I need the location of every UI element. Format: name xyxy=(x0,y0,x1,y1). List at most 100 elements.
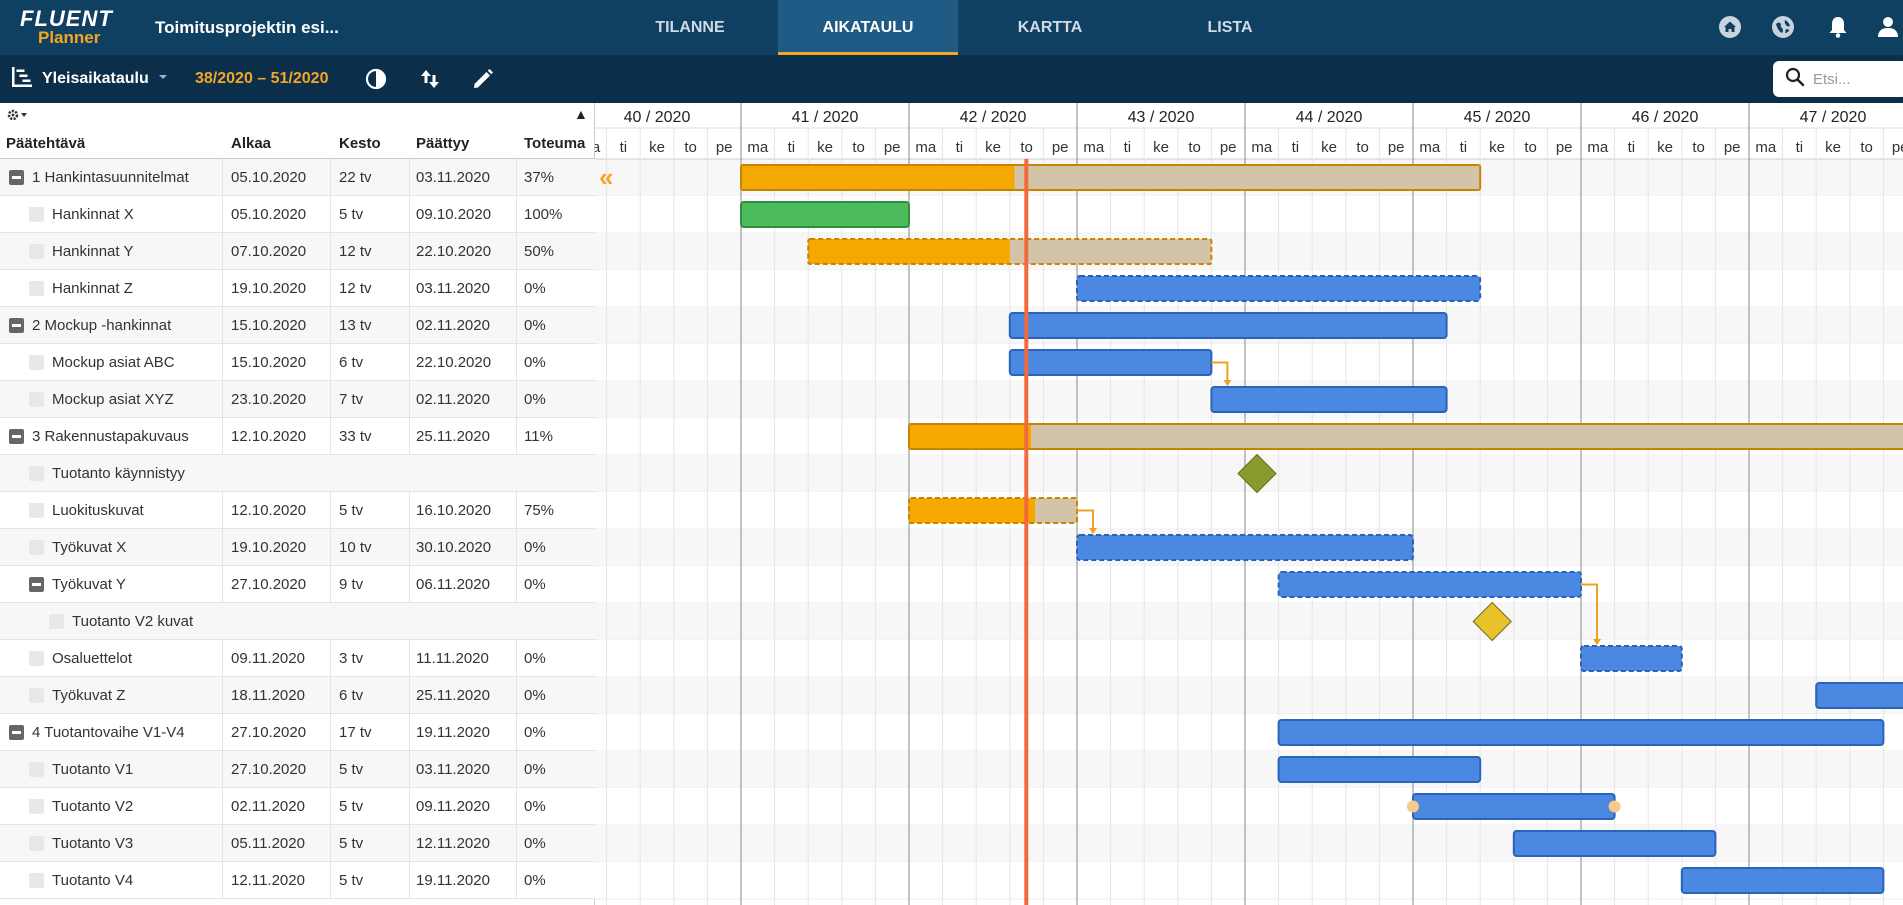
task-bar[interactable] xyxy=(1512,830,1717,857)
duration-cell[interactable]: 12 tv xyxy=(339,280,372,297)
start-cell[interactable]: 19.10.2020 xyxy=(231,280,307,297)
end-cell[interactable]: 02.11.2020 xyxy=(416,317,490,334)
milestone-diamond[interactable] xyxy=(1237,453,1277,494)
progress-cell[interactable]: 0% xyxy=(524,650,546,667)
project-title[interactable]: Toimitusprojektin esi... xyxy=(155,18,339,37)
table-row[interactable]: Tuotanto V2 02.11.2020 5 tv 09.11.2020 0% xyxy=(0,788,595,825)
start-cell[interactable]: 12.10.2020 xyxy=(231,428,307,445)
table-row[interactable]: Mockup asiat XYZ 23.10.2020 7 tv 02.11.2020… xyxy=(0,381,595,418)
task-bar-done[interactable] xyxy=(740,201,910,228)
table-row[interactable]: Hankinnat Y 07.10.2020 12 tv 22.10.2020 50% xyxy=(0,233,595,270)
progress-cell[interactable]: 0% xyxy=(524,724,546,741)
tab-aikataulu[interactable]: AIKATAULU xyxy=(778,0,958,55)
progress-cell[interactable]: 75% xyxy=(524,502,555,519)
end-cell[interactable]: 25.11.2020 xyxy=(416,428,490,445)
start-cell[interactable]: 12.11.2020 xyxy=(231,872,305,889)
progress-cell[interactable]: 0% xyxy=(524,687,546,704)
task-bar[interactable] xyxy=(1277,571,1582,598)
duration-cell[interactable]: 12 tv xyxy=(339,243,372,260)
progress-cell[interactable]: 0% xyxy=(524,576,546,593)
task-name-cell[interactable]: Työkuvat X xyxy=(52,539,127,556)
table-row[interactable]: Osaluettelot 09.11.2020 3 tv 11.11.2020 0% xyxy=(0,640,595,677)
duration-cell[interactable]: 6 tv xyxy=(339,354,364,371)
column-header-duration[interactable]: Kesto xyxy=(339,135,381,152)
table-row[interactable]: Tuotanto V3 05.11.2020 5 tv 12.11.2020 0% xyxy=(0,825,595,862)
task-name-cell[interactable]: Hankinnat Y xyxy=(52,243,134,260)
end-cell[interactable]: 06.11.2020 xyxy=(416,576,490,593)
task-bar[interactable] xyxy=(1008,312,1448,339)
collapse-icon[interactable] xyxy=(9,725,24,740)
progress-cell[interactable]: 0% xyxy=(524,317,546,334)
table-row[interactable]: Luokituskuvat 12.10.2020 5 tv 16.10.2020 75% xyxy=(0,492,595,529)
task-name-cell[interactable]: Hankinnat Z xyxy=(52,280,133,297)
settings-icon[interactable] xyxy=(7,108,29,126)
duration-cell[interactable]: 5 tv xyxy=(339,206,364,223)
user-icon[interactable] xyxy=(1876,15,1900,39)
table-row[interactable]: Hankinnat Z 19.10.2020 12 tv 03.11.2020 0% xyxy=(0,270,595,307)
column-header-start[interactable]: Alkaa xyxy=(231,135,272,152)
column-header-end[interactable]: Päättyy xyxy=(416,135,470,152)
start-cell[interactable]: 27.10.2020 xyxy=(231,761,307,778)
task-name-cell[interactable]: 3 Rakennustapakuvaus xyxy=(32,428,189,445)
task-name-cell[interactable]: Luokituskuvat xyxy=(52,502,144,519)
duration-cell[interactable]: 10 tv xyxy=(339,539,372,556)
progress-cell[interactable]: 0% xyxy=(524,280,546,297)
scroll-back-icon[interactable]: « xyxy=(599,162,613,192)
end-cell[interactable]: 02.11.2020 xyxy=(416,391,490,408)
end-cell[interactable]: 03.11.2020 xyxy=(416,169,490,186)
collapse-icon[interactable] xyxy=(29,577,44,592)
table-row[interactable]: Tuotanto V1 27.10.2020 5 tv 03.11.2020 0% xyxy=(0,751,595,788)
task-bar[interactable] xyxy=(1815,682,1903,709)
dependency-link[interactable] xyxy=(1077,509,1094,534)
end-cell[interactable]: 19.11.2020 xyxy=(416,724,490,741)
progress-cell[interactable]: 11% xyxy=(524,428,553,445)
progress-cell[interactable]: 50% xyxy=(524,243,555,260)
task-name-cell[interactable]: Tuotanto V2 xyxy=(52,798,134,815)
task-bar[interactable] xyxy=(1076,275,1482,302)
duration-cell[interactable]: 9 tv xyxy=(339,576,364,593)
table-row[interactable]: 2 Mockup -hankinnat 15.10.2020 13 tv 02.11.… xyxy=(0,307,595,344)
tab-kartta[interactable]: KARTTA xyxy=(1017,19,1083,36)
contrast-icon[interactable] xyxy=(364,67,388,91)
task-name-cell[interactable]: Tuotanto V3 xyxy=(52,835,134,852)
milestone-diamond[interactable] xyxy=(1472,601,1512,642)
app-logo[interactable]: FLUENT Planner xyxy=(20,6,130,50)
table-row[interactable]: Tuotanto käynnistyy xyxy=(0,455,595,492)
table-row[interactable]: 3 Rakennustapakuvaus 12.10.2020 33 tv 25.11… xyxy=(0,418,595,455)
table-row[interactable]: 4 Tuotantovaihe V1-V4 27.10.2020 17 tv 19.1… xyxy=(0,714,595,751)
start-cell[interactable]: 07.10.2020 xyxy=(231,243,307,260)
task-name-cell[interactable]: Tuotanto V4 xyxy=(52,872,134,889)
task-name-cell[interactable]: Tuotanto käynnistyy xyxy=(52,465,185,482)
date-range[interactable]: 38/2020 – 51/2020 xyxy=(195,70,329,87)
column-header-progress[interactable]: Toteuma xyxy=(524,135,586,152)
task-bar[interactable] xyxy=(1580,645,1683,672)
duration-cell[interactable]: 5 tv xyxy=(339,872,364,889)
start-cell[interactable]: 02.11.2020 xyxy=(231,798,305,815)
globe-icon[interactable] xyxy=(1771,15,1795,39)
end-cell[interactable]: 03.11.2020 xyxy=(416,761,490,778)
duration-cell[interactable]: 3 tv xyxy=(339,650,364,667)
progress-cell[interactable]: 0% xyxy=(524,354,546,371)
table-row[interactable]: Työkuvat Y 27.10.2020 9 tv 06.11.2020 0% xyxy=(0,566,595,603)
sort-icon[interactable] xyxy=(418,67,442,91)
column-header-task[interactable]: Päätehtävä xyxy=(6,135,86,152)
summary-bar-outline[interactable] xyxy=(807,238,1213,265)
start-cell[interactable]: 12.10.2020 xyxy=(231,502,307,519)
task-bar[interactable] xyxy=(1076,534,1414,561)
duration-cell[interactable]: 17 tv xyxy=(339,724,372,741)
start-cell[interactable]: 15.10.2020 xyxy=(231,317,307,334)
summary-bar-outline[interactable] xyxy=(740,164,1482,191)
dependency-link[interactable] xyxy=(1211,361,1229,386)
task-name-cell[interactable]: Tuotanto V2 kuvat xyxy=(72,613,194,630)
task-name-cell[interactable]: 4 Tuotantovaihe V1-V4 xyxy=(32,724,185,741)
end-cell[interactable]: 22.10.2020 xyxy=(416,243,492,260)
task-name-cell[interactable]: Työkuvat Z xyxy=(52,687,126,704)
task-name-cell[interactable]: Mockup asiat ABC xyxy=(52,354,175,371)
task-name-cell[interactable]: Hankinnat X xyxy=(52,206,134,223)
task-name-cell[interactable]: Työkuvat Y xyxy=(52,576,126,593)
start-cell[interactable]: 05.11.2020 xyxy=(231,835,305,852)
task-name-cell[interactable]: Mockup asiat XYZ xyxy=(52,391,174,408)
resize-handle-left[interactable] xyxy=(1407,800,1419,813)
table-row[interactable]: Työkuvat X 19.10.2020 10 tv 30.10.2020 0% xyxy=(0,529,595,566)
start-cell[interactable]: 05.10.2020 xyxy=(231,206,307,223)
